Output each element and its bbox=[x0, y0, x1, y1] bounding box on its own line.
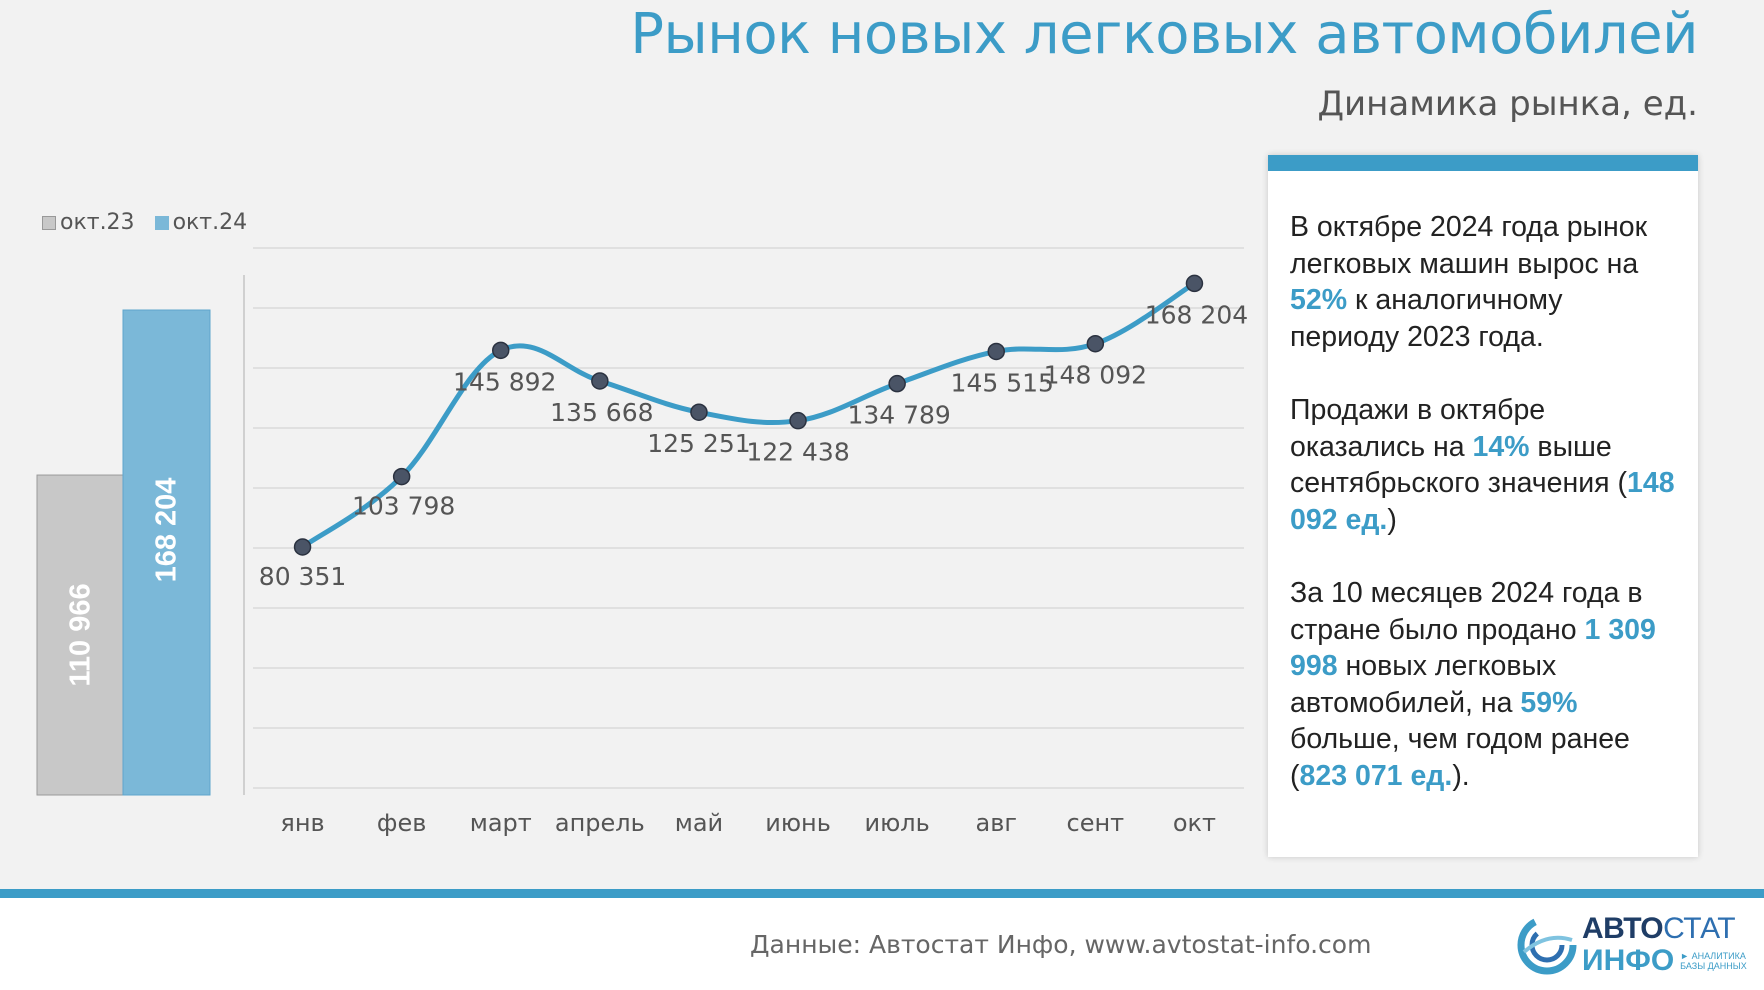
bar-окт.23 bbox=[36, 474, 125, 796]
logo-swirl-icon bbox=[1517, 915, 1577, 975]
info-p3-growth-percent: 59% bbox=[1520, 686, 1578, 719]
info-p1-growth-percent: 52% bbox=[1290, 284, 1348, 316]
info-p2-text-3: ) bbox=[1387, 503, 1397, 536]
x-tick-label: янв bbox=[280, 809, 324, 837]
info-p2-text-2: выше сентябрьского значения ( bbox=[1290, 430, 1628, 500]
x-tick-label: май bbox=[675, 809, 723, 837]
bar-value-label: 110 966 bbox=[65, 583, 97, 686]
bar-value-label: 168 204 bbox=[151, 478, 183, 583]
legend-item-oct24: окт.24 bbox=[154, 210, 248, 235]
info-p3-text-1: За 10 месяцев 2024 года в стране было пр… bbox=[1290, 577, 1643, 646]
info-p3-text-2: новых легковых автомобилей, на bbox=[1290, 650, 1557, 719]
x-tick-label: окт bbox=[1173, 809, 1216, 837]
info-p3-prev-year-total: 823 071 ед. bbox=[1299, 759, 1453, 792]
data-point bbox=[591, 372, 609, 390]
x-tick-label: авг bbox=[976, 809, 1017, 837]
bar-окт.24 bbox=[122, 309, 211, 796]
x-tick-label: июнь bbox=[765, 809, 831, 837]
data-point bbox=[1086, 334, 1105, 353]
info-paragraph-3: За 10 месяцев 2024 года в стране было пр… bbox=[1290, 575, 1676, 794]
data-value-label: 134 789 bbox=[847, 401, 950, 430]
data-value-label: 168 204 bbox=[1145, 300, 1248, 329]
sales-line bbox=[300, 280, 1197, 550]
info-p2-growth-percent: 14% bbox=[1472, 430, 1530, 463]
legend-label-oct24: окт.24 bbox=[172, 210, 248, 235]
info-panel: В октябре 2024 года рынок легковых машин… bbox=[1268, 155, 1698, 857]
info-p2-text-1: Продажи в октябре оказались на bbox=[1290, 394, 1546, 463]
data-point bbox=[392, 467, 411, 486]
october-comparison-bar-chart: 110 966 168 204 bbox=[36, 309, 211, 796]
info-p1-text-1: В октябре 2024 года рынок легковых машин… bbox=[1290, 211, 1648, 280]
legend-item-oct23: окт.23 bbox=[42, 210, 135, 235]
x-tick-label: март bbox=[470, 809, 532, 837]
logo-word-info: ИНФО bbox=[1582, 944, 1675, 977]
footer-accent-band bbox=[0, 889, 1764, 898]
x-tick-label: сент bbox=[1067, 809, 1125, 837]
footer: Данные: Автостат Инфо, www.avtostat-info… bbox=[0, 898, 1764, 990]
legend-swatch-oct23 bbox=[42, 215, 56, 230]
data-point bbox=[789, 411, 807, 430]
data-value-label: 145 892 bbox=[453, 367, 556, 396]
data-value-label: 148 092 bbox=[1044, 361, 1147, 390]
legend-label-oct23: окт.23 bbox=[60, 210, 135, 235]
info-paragraph-1: В октябре 2024 года рынок легковых машин… bbox=[1290, 209, 1676, 355]
legend-swatch-oct24 bbox=[154, 215, 169, 230]
data-point bbox=[293, 538, 312, 556]
data-point bbox=[690, 403, 708, 421]
avtostat-logo: АВТОСТАТ ИНФО ► АНАЛИТИКА БАЗЫ ДАННЫХ bbox=[1514, 910, 1747, 982]
info-p1-text-2: к аналогичному периоду 2023 года. bbox=[1290, 284, 1563, 353]
x-tick-label: фев bbox=[377, 809, 426, 837]
data-point bbox=[1185, 274, 1204, 293]
info-panel-accent-bar bbox=[1268, 155, 1698, 171]
info-p2-september-value: 148 092 ед. bbox=[1290, 467, 1675, 536]
x-tick-label: июль bbox=[865, 809, 930, 837]
x-tick-label: апрель bbox=[555, 809, 645, 837]
data-value-label: 145 515 bbox=[951, 368, 1054, 397]
source-note: Данные: Автостат Инфо, www.avtostat-info… bbox=[750, 930, 1372, 959]
data-value-label: 103 798 bbox=[352, 492, 455, 521]
data-value-label: 122 438 bbox=[746, 438, 849, 467]
logo-word-stat: СТАТ bbox=[1663, 912, 1736, 945]
info-paragraph-2: Продажи в октябре оказались на 14% выше … bbox=[1290, 392, 1676, 538]
logo-tagline-1: ► АНАЛИТИКА bbox=[1680, 951, 1746, 961]
info-p3-text-4: ). bbox=[1452, 759, 1470, 792]
chart-legend: окт.23 окт.24 bbox=[42, 210, 247, 235]
logo-word-avto: АВТО bbox=[1582, 912, 1664, 945]
logo-tagline-2: БАЗЫ ДАННЫХ bbox=[1680, 961, 1747, 971]
data-value-label: 80 351 bbox=[259, 562, 346, 591]
monthly-sales-line-chart: 80 351 янв 103 798 фев 145 892 март 135 668 апр… bbox=[243, 247, 1248, 837]
data-value-label: 135 668 bbox=[550, 398, 653, 427]
data-value-label: 125 251 bbox=[647, 429, 750, 458]
page-title: Рынок новых легковых автомобилей bbox=[630, 2, 1698, 67]
info-p3-total-sales: 1 309 998 bbox=[1290, 613, 1656, 683]
info-p3-text-3: больше, чем годом ранее ( bbox=[1290, 723, 1630, 792]
data-point bbox=[888, 374, 906, 393]
page-subtitle: Динамика рынка, ед. bbox=[1317, 84, 1698, 124]
data-point bbox=[987, 342, 1005, 361]
data-point bbox=[492, 341, 510, 360]
